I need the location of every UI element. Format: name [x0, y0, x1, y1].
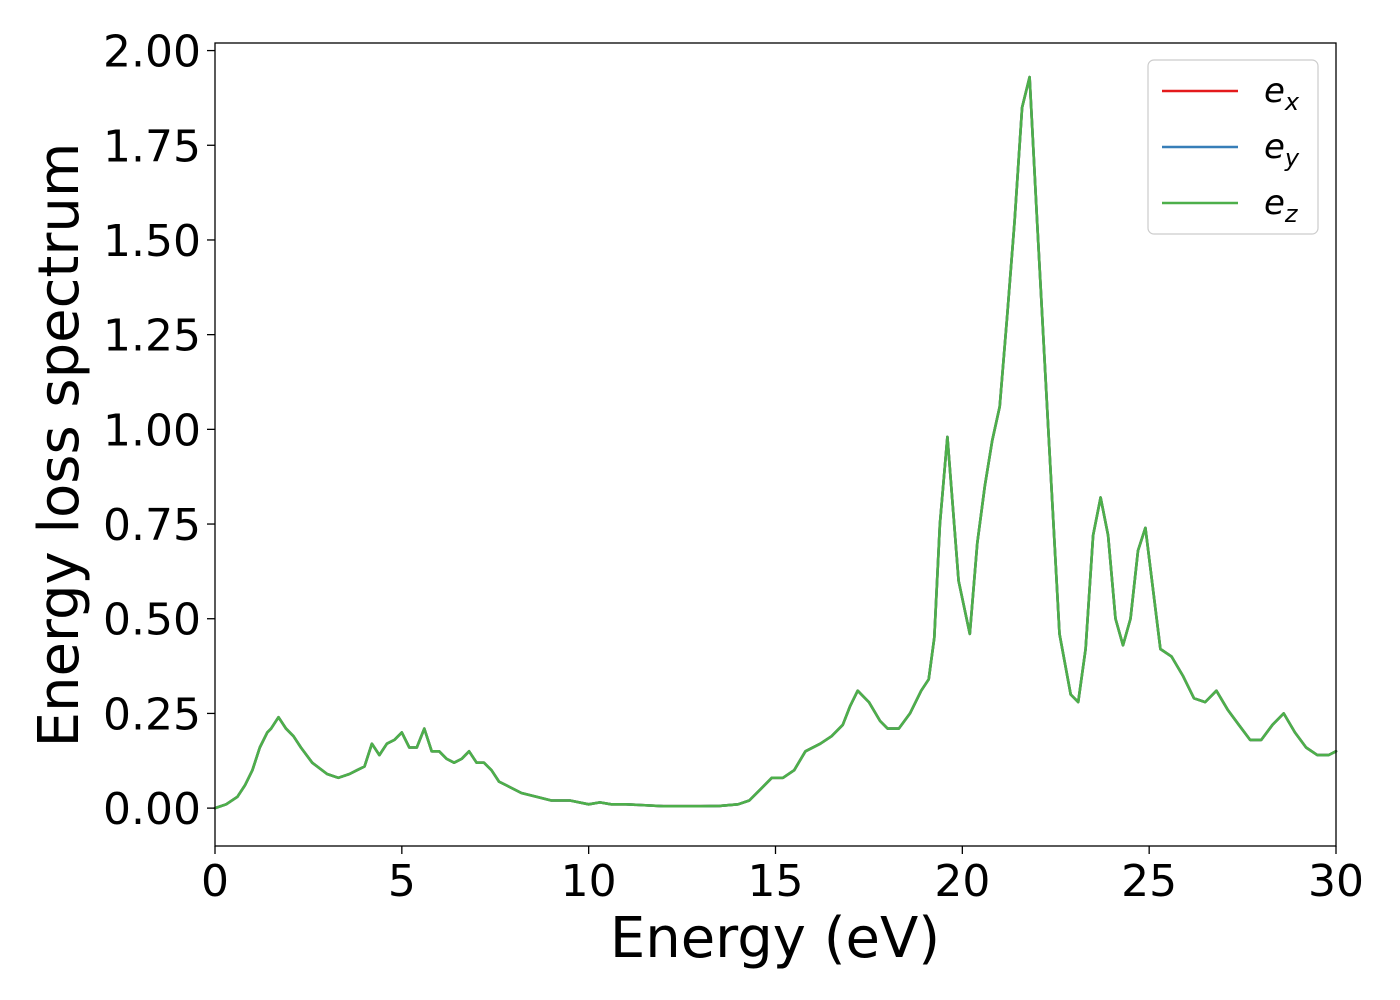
legend-entry-ex: ex: [1264, 71, 1300, 116]
x-tick-label: 5: [388, 856, 416, 907]
x-tick-label: 10: [561, 856, 617, 907]
y-tick-label: 0.75: [103, 500, 201, 551]
legend-entry-subscript: z: [1284, 200, 1299, 228]
y-axis-label: Energy loss spectrum: [27, 143, 92, 748]
legend-entry-name: e: [1264, 127, 1285, 167]
legend-entry-ez: ez: [1264, 183, 1299, 228]
x-tick-label: 25: [1121, 856, 1177, 907]
x-axis-label: Energy (eV): [610, 906, 940, 971]
x-tick-label: 15: [748, 856, 804, 907]
legend-entry-name: e: [1264, 183, 1285, 223]
y-tick-label: 1.25: [103, 311, 201, 362]
x-tick-label: 0: [201, 856, 229, 907]
y-tick-label: 0.50: [103, 595, 201, 646]
y-tick-label: 1.50: [103, 216, 201, 267]
legend-entry-ey: ey: [1264, 127, 1300, 172]
legend-entry-subscript: x: [1284, 88, 1300, 116]
x-tick-label: 30: [1308, 856, 1364, 907]
series-layer: [213, 75, 1338, 810]
legend-entry-subscript: y: [1284, 144, 1300, 172]
y-tick-label: 0.00: [103, 784, 201, 835]
x-axis-ticks: 0 5 10 15 20 25 30: [201, 846, 1364, 907]
x-tick-label: 20: [934, 856, 990, 907]
legend-entry-name: e: [1264, 71, 1285, 111]
y-tick-label: 2.00: [103, 27, 201, 78]
series-line-ez: [213, 75, 1338, 810]
y-tick-label: 0.25: [103, 689, 201, 740]
y-axis-ticks: 0.00 0.25 0.50 0.75 1.00 1.25 1.50 1.75 2.00: [103, 27, 215, 835]
y-tick-label: 1.00: [103, 405, 201, 456]
y-tick-label: 1.75: [103, 121, 201, 172]
